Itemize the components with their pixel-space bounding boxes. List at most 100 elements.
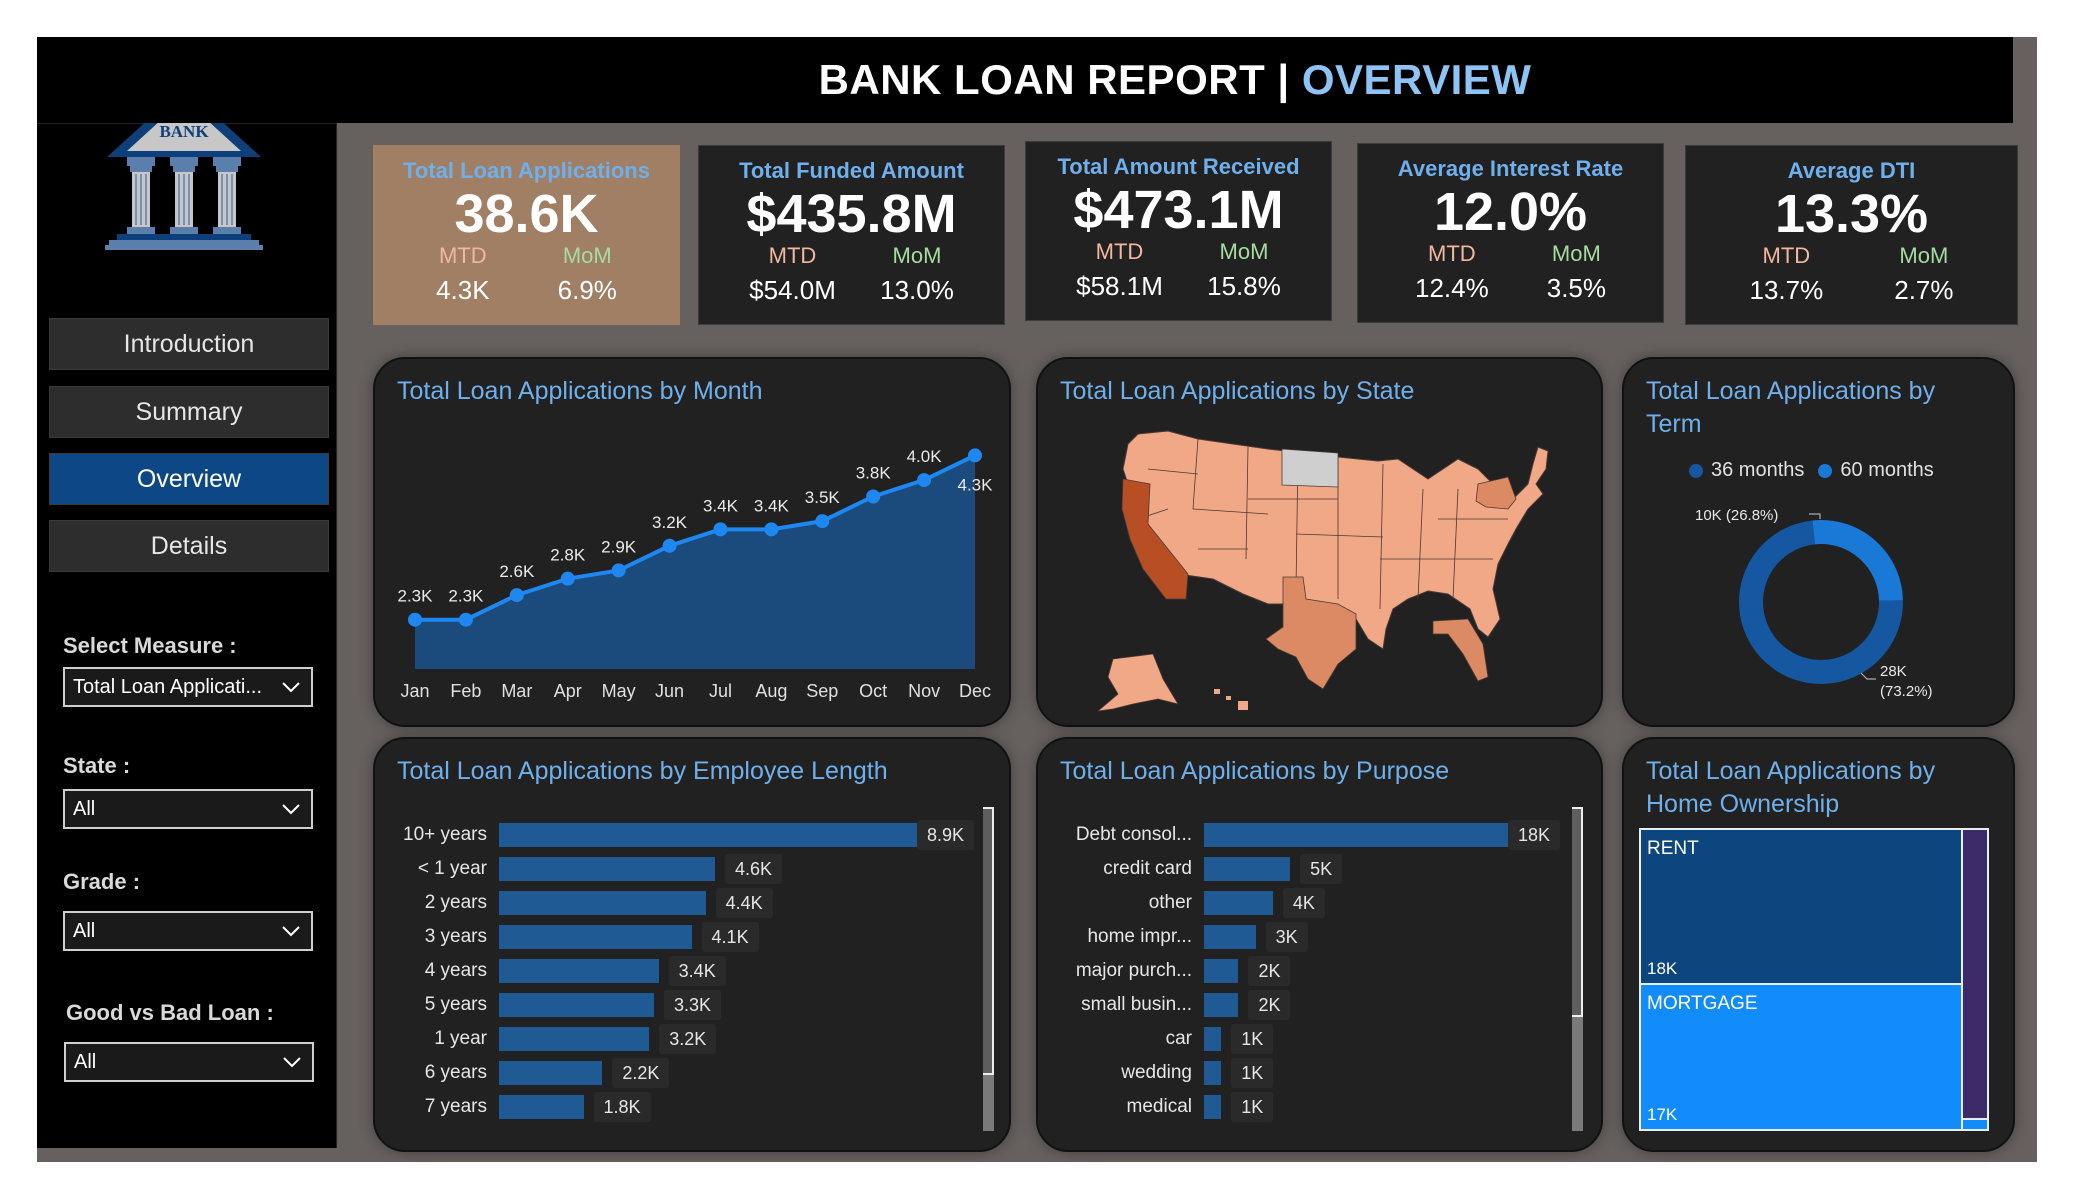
- bar-value-label: 3.4K: [668, 956, 726, 986]
- bar[interactable]: [499, 1027, 650, 1051]
- kpi-card-funded-amount[interactable]: Total Funded Amount $435.8M MTD $54.0M M…: [698, 145, 1005, 325]
- kpi-card-total-applications[interactable]: Total Loan Applications 38.6K MTD 4.3K M…: [373, 145, 680, 325]
- select-measure-value: Total Loan Applicati...: [73, 675, 263, 698]
- svg-text:Feb: Feb: [450, 681, 481, 701]
- svg-text:3.5K: 3.5K: [805, 488, 841, 507]
- bar[interactable]: [1204, 959, 1239, 983]
- svg-text:2.6K: 2.6K: [499, 562, 535, 581]
- us-state-map[interactable]: [1038, 359, 1605, 729]
- donut-label-36-months: 28K (73.2%): [1880, 662, 1933, 701]
- treemap-cell-mortgage[interactable]: MORTGAGE 17K: [1639, 983, 1963, 1131]
- bar[interactable]: [499, 925, 692, 949]
- treemap-cell-other[interactable]: [1961, 1118, 1989, 1131]
- panel-applications-by-state[interactable]: Total Loan Applications by State: [1036, 357, 1603, 727]
- term-donut-chart[interactable]: [1624, 359, 2017, 729]
- bar[interactable]: [499, 993, 654, 1017]
- kpi-mtd-label: MTD: [1428, 240, 1476, 266]
- nav-overview-button[interactable]: Overview: [49, 453, 329, 505]
- bar-value-label: 4.6K: [725, 854, 783, 884]
- state-filter-value: All: [73, 797, 96, 820]
- bar[interactable]: [499, 891, 706, 915]
- bar[interactable]: [499, 1061, 603, 1085]
- scrollbar-thumb[interactable]: [1572, 807, 1583, 1017]
- bar[interactable]: [1204, 823, 1514, 847]
- panel-title: Total Loan Applications by Purpose: [1060, 757, 1450, 785]
- panel-applications-by-purpose[interactable]: Total Loan Applications by Purpose Debt …: [1036, 737, 1603, 1152]
- kpi-mom-value: 3.5%: [1546, 272, 1606, 303]
- bar-value-label: 2.2K: [612, 1058, 670, 1088]
- kpi-title: Total Amount Received: [1057, 154, 1300, 179]
- panel-applications-by-month[interactable]: Total Loan Applications by Month 2.3K Jan…: [373, 357, 1011, 727]
- svg-text:3.4K: 3.4K: [754, 496, 790, 515]
- bar-category-label: < 1 year: [417, 858, 487, 879]
- bar-value-label: 1K: [1231, 1024, 1274, 1054]
- nav-details-button[interactable]: Details: [49, 520, 329, 572]
- bar-value-label: 3.3K: [663, 990, 722, 1020]
- donut-label-36-value: 28K: [1880, 663, 1907, 680]
- bar-value-label: 3.2K: [659, 1024, 717, 1054]
- bar[interactable]: [499, 1095, 584, 1119]
- treemap-cell-own[interactable]: [1961, 828, 1989, 1120]
- bar-category-label: Debt consol...: [1075, 824, 1192, 845]
- treemap-label: MORTGAGE: [1647, 993, 1758, 1014]
- legend-60-months: 60 months: [1840, 459, 1934, 481]
- kpi-mtd-label: MTD: [1095, 238, 1144, 264]
- donut-label-60-months: 10K (26.8%): [1695, 507, 1779, 524]
- month-area-chart[interactable]: 2.3K Jan 2.3K Feb 2.6K Mar 2.8K Apr 2.9K May 3.2K J…: [375, 359, 1013, 729]
- kpi-mtd-value: 12.4%: [1415, 272, 1489, 303]
- nav-summary-button[interactable]: Summary: [49, 386, 329, 438]
- page-title: BANK LOAN REPORT | OVERVIEW: [819, 56, 1532, 104]
- bar[interactable]: [499, 959, 659, 983]
- kpi-card-amount-received[interactable]: Total Amount Received $473.1M MTD $58.1M…: [1025, 141, 1332, 321]
- kpi-mom-value: 6.9%: [557, 274, 617, 305]
- state-filter-label: State :: [63, 753, 131, 778]
- dashboard-frame: BANK Introduction Summary Overview: [37, 37, 2037, 1162]
- bar[interactable]: [499, 823, 917, 847]
- scrollbar-thumb[interactable]: [983, 807, 994, 1075]
- bar[interactable]: [1204, 925, 1256, 949]
- bar-category-label: credit card: [1103, 858, 1192, 879]
- bar-category-label: 6 years: [424, 1062, 487, 1083]
- bar[interactable]: [1204, 891, 1273, 915]
- bar[interactable]: [1204, 1095, 1222, 1119]
- bar-category-label: 4 years: [424, 960, 487, 981]
- kpi-card-interest-rate[interactable]: Average Interest Rate 12.0% MTD 12.4% Mo…: [1357, 143, 1664, 323]
- kpi-mom-value: 15.8%: [1207, 270, 1281, 301]
- chevron-down-icon: [282, 804, 300, 815]
- bar-category-label: car: [1165, 1028, 1192, 1049]
- bar-value-label: 4.4K: [715, 888, 773, 918]
- bar-value-label: 18K: [1508, 820, 1561, 850]
- bar-category-label: major purch...: [1075, 960, 1192, 981]
- sidebar: BANK Introduction Summary Overview: [37, 37, 337, 1148]
- state-filter-dropdown[interactable]: All: [63, 789, 313, 829]
- bar[interactable]: [1204, 993, 1239, 1017]
- bar[interactable]: [1204, 857, 1291, 881]
- bar-category-label: home impr...: [1087, 926, 1192, 947]
- bar-value-label: 4K: [1282, 888, 1325, 918]
- bar[interactable]: [499, 857, 716, 881]
- treemap-cell-rent[interactable]: RENT 18K: [1639, 828, 1963, 985]
- select-measure-dropdown[interactable]: Total Loan Applicati...: [63, 667, 313, 707]
- legend-dot-36-icon: [1689, 463, 1703, 478]
- good-bad-loan-dropdown[interactable]: All: [64, 1042, 314, 1082]
- bar[interactable]: [1204, 1061, 1222, 1085]
- grade-filter-dropdown[interactable]: All: [63, 911, 313, 951]
- kpi-value: 12.0%: [1433, 182, 1588, 242]
- term-legend[interactable]: 36 months 60 months: [1689, 459, 1934, 482]
- svg-text:Dec: Dec: [959, 681, 991, 701]
- nav-introduction-button[interactable]: Introduction: [49, 318, 329, 370]
- svg-text:BANK: BANK: [159, 122, 209, 141]
- treemap-value: 18K: [1647, 959, 1678, 978]
- panel-applications-by-home-ownership[interactable]: Total Loan Applications by Home Ownershi…: [1622, 737, 2015, 1152]
- chevron-down-icon: [283, 1057, 301, 1068]
- title-main: BANK LOAN REPORT |: [818, 56, 1302, 103]
- bar[interactable]: [1204, 1027, 1222, 1051]
- bar-category-label: 2 years: [424, 892, 487, 913]
- kpi-mtd-value: 13.7%: [1749, 274, 1824, 305]
- bar-category-label: 3 years: [424, 926, 487, 947]
- panel-applications-by-term[interactable]: Total Loan Applications by Term 36 month…: [1622, 357, 2015, 727]
- donut-label-36-pct: (73.2%): [1880, 682, 1933, 700]
- kpi-card-average-dti[interactable]: Average DTI 13.3% MTD 13.7% MoM 2.7%: [1685, 145, 2018, 325]
- panel-applications-by-employee-length[interactable]: Total Loan Applications by Employee Leng…: [373, 737, 1011, 1152]
- kpi-mtd-value: $58.1M: [1076, 270, 1163, 301]
